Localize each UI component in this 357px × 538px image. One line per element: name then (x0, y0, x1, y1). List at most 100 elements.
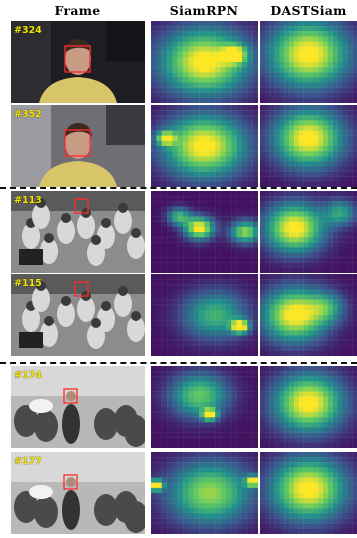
bystander (14, 491, 38, 523)
jersey-number (19, 332, 43, 348)
dastsiam-heatmap-cell (260, 366, 357, 448)
siamrpn-heatmap-cell (151, 191, 258, 273)
dastsiam-heatmap-cell (260, 452, 357, 534)
dastsiam-heatmap (260, 452, 357, 534)
person-face (65, 127, 91, 159)
bounding-box (64, 45, 91, 73)
person-shirt (39, 77, 117, 103)
frame-number: #115 (14, 278, 42, 289)
player (22, 223, 40, 249)
pillow (29, 485, 53, 499)
frame-image (11, 105, 145, 187)
frame-cell: #113 (11, 191, 145, 273)
target-head (66, 391, 76, 401)
siamrpn-heatmap (151, 452, 258, 534)
bystander (94, 494, 118, 526)
dastsiam-heatmap-cell (260, 191, 357, 273)
bystander (94, 408, 118, 440)
frame-cell: #324 (11, 21, 145, 103)
frame-cell: #352 (11, 105, 145, 187)
player (40, 238, 58, 264)
frame-image (11, 274, 145, 356)
frame-image (11, 21, 145, 103)
person-shirt (39, 161, 117, 187)
header-siamrpn: SiamRPN (169, 3, 239, 18)
helmet (36, 281, 46, 291)
siamrpn-heatmap (151, 21, 258, 103)
helmet (131, 311, 141, 321)
frame-image (11, 191, 145, 273)
frame-cell: #115 (11, 274, 145, 356)
header-dastsiam: DASTSiam (270, 3, 347, 18)
player (77, 296, 95, 322)
helmet (44, 233, 54, 243)
player (114, 208, 132, 234)
frame-cell: #174 (11, 366, 145, 448)
bystander (14, 405, 38, 437)
frame-number: #324 (14, 25, 42, 36)
helmet (118, 286, 128, 296)
frame-number: #113 (14, 195, 42, 206)
header-frame: Frame (54, 3, 101, 18)
person-face (65, 43, 91, 75)
bystander (34, 496, 58, 528)
player (127, 316, 145, 342)
bystander (124, 415, 145, 447)
player (77, 213, 95, 239)
player (32, 286, 50, 312)
helmet (91, 235, 101, 245)
player (40, 321, 58, 347)
player (57, 218, 75, 244)
section-separator (0, 187, 357, 189)
player (97, 306, 115, 332)
target-person (62, 404, 80, 444)
dastsiam-heatmap (260, 105, 357, 187)
frame-image (11, 452, 145, 534)
player (97, 223, 115, 249)
frame-number: #174 (14, 370, 42, 381)
siamrpn-heatmap-cell (151, 366, 258, 448)
player (114, 291, 132, 317)
dastsiam-heatmap (260, 366, 357, 448)
target-head (66, 477, 76, 487)
siamrpn-heatmap (151, 191, 258, 273)
helmet (118, 203, 128, 213)
target-person (62, 490, 80, 530)
bounding-box (74, 281, 89, 297)
section-separator (0, 362, 357, 364)
player (87, 323, 105, 349)
siamrpn-heatmap-cell (151, 452, 258, 534)
bounding-box (74, 198, 89, 214)
frame-number: #352 (14, 109, 42, 120)
player (87, 240, 105, 266)
dastsiam-heatmap-cell (260, 274, 357, 356)
siamrpn-heatmap-cell (151, 21, 258, 103)
frame-cell: #177 (11, 452, 145, 534)
dastsiam-heatmap (260, 21, 357, 103)
helmet (61, 296, 71, 306)
dastsiam-heatmap-cell (260, 105, 357, 187)
siamrpn-heatmap (151, 105, 258, 187)
helmet (61, 213, 71, 223)
bystander (34, 410, 58, 442)
dastsiam-heatmap (260, 191, 357, 273)
player (57, 301, 75, 327)
dastsiam-heatmap (260, 274, 357, 356)
bystander (124, 501, 145, 533)
helmet (36, 198, 46, 208)
dastsiam-heatmap-cell (260, 21, 357, 103)
siamrpn-heatmap-cell (151, 105, 258, 187)
bounding-box (63, 474, 78, 490)
helmet (44, 316, 54, 326)
bounding-box (64, 129, 91, 157)
player (32, 203, 50, 229)
helmet (101, 301, 111, 311)
player (127, 233, 145, 259)
frame-image (11, 366, 145, 448)
siamrpn-heatmap (151, 366, 258, 448)
frame-number: #177 (14, 456, 42, 467)
pillow (29, 399, 53, 413)
helmet (131, 228, 141, 238)
bounding-box (63, 388, 78, 404)
siamrpn-heatmap-cell (151, 274, 258, 356)
